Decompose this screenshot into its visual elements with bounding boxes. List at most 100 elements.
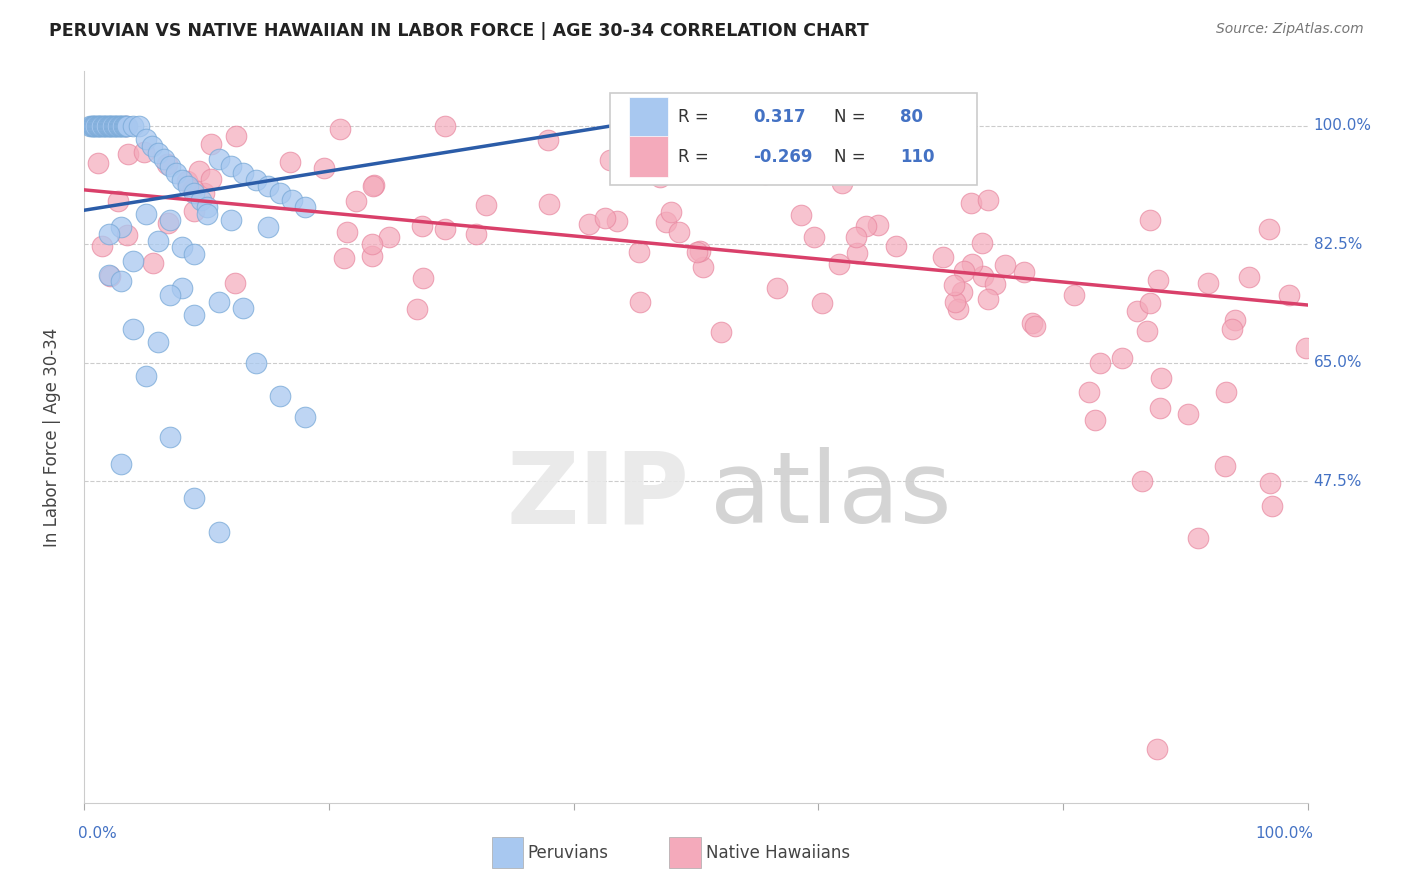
Point	[100, 119, 122, 133]
Point	[89, 119, 111, 133]
Point	[146, 335, 169, 350]
Point	[855, 219, 877, 233]
Point	[269, 186, 291, 201]
Point	[188, 164, 211, 178]
Point	[827, 257, 849, 271]
Point	[628, 295, 651, 310]
Point	[159, 288, 181, 302]
FancyBboxPatch shape	[628, 97, 668, 138]
Point	[994, 258, 1017, 272]
Text: 47.5%: 47.5%	[1313, 474, 1362, 489]
FancyBboxPatch shape	[610, 94, 977, 185]
Point	[655, 215, 678, 229]
Point	[943, 294, 966, 309]
Point	[97, 119, 120, 133]
Point	[1139, 295, 1161, 310]
Point	[245, 172, 267, 186]
Point	[114, 119, 136, 133]
Point	[960, 195, 983, 210]
Point	[104, 119, 127, 133]
Point	[960, 257, 983, 271]
Point	[208, 524, 231, 539]
Point	[475, 197, 498, 211]
Point	[1063, 288, 1085, 302]
Point	[183, 203, 205, 218]
Point	[94, 119, 117, 133]
Text: 100.0%: 100.0%	[1256, 826, 1313, 841]
Point	[176, 174, 198, 188]
Point	[1077, 385, 1099, 400]
Point	[710, 325, 733, 339]
Point	[845, 230, 868, 244]
Text: Peruvians: Peruvians	[527, 844, 609, 862]
Point	[110, 119, 132, 133]
Point	[115, 119, 138, 133]
Point	[329, 122, 352, 136]
Point	[96, 119, 118, 133]
Point	[1197, 277, 1219, 291]
Point	[692, 260, 714, 275]
Point	[984, 277, 1007, 291]
Point	[159, 159, 181, 173]
Point	[948, 302, 970, 317]
Point	[976, 292, 998, 306]
Text: Source: ZipAtlas.com: Source: ZipAtlas.com	[1216, 22, 1364, 37]
Point	[98, 268, 121, 283]
Point	[257, 220, 280, 235]
Point	[1278, 288, 1301, 302]
Point	[1257, 221, 1279, 235]
Point	[183, 308, 205, 322]
Point	[1111, 351, 1133, 365]
Point	[846, 246, 869, 260]
Point	[80, 119, 103, 133]
Point	[269, 389, 291, 403]
Point	[159, 430, 181, 444]
Point	[103, 119, 125, 133]
Point	[884, 239, 907, 253]
Point	[689, 244, 711, 259]
Point	[1021, 316, 1043, 330]
Point	[200, 137, 222, 152]
Point	[232, 166, 254, 180]
Point	[224, 276, 246, 290]
Point	[87, 119, 110, 133]
Point	[87, 156, 110, 170]
Point	[195, 200, 218, 214]
Point	[193, 186, 215, 200]
Point	[766, 281, 789, 295]
Point	[361, 179, 384, 194]
Point	[105, 119, 128, 133]
Point	[606, 214, 628, 228]
Point	[538, 197, 561, 211]
Point	[159, 213, 181, 227]
Point	[86, 119, 108, 133]
Point	[1088, 355, 1111, 369]
Point	[831, 176, 853, 190]
Point	[84, 119, 107, 133]
Point	[281, 193, 304, 207]
Point	[135, 132, 157, 146]
Point	[972, 269, 994, 284]
Point	[183, 186, 205, 201]
Point	[344, 194, 367, 208]
Point	[932, 251, 955, 265]
Point	[464, 227, 486, 242]
Point	[411, 219, 433, 234]
Point	[811, 296, 834, 310]
Point	[110, 457, 132, 471]
Point	[650, 169, 672, 184]
Point	[754, 167, 776, 181]
Point	[1258, 475, 1281, 490]
Point	[977, 193, 1000, 207]
Point	[336, 225, 359, 239]
Point	[172, 281, 194, 295]
Point	[219, 213, 242, 227]
Text: R =: R =	[678, 109, 714, 127]
Point	[668, 225, 690, 239]
Point	[172, 172, 194, 186]
Point	[153, 153, 176, 167]
Point	[659, 204, 682, 219]
Point	[361, 249, 384, 263]
Point	[1239, 270, 1261, 285]
Point	[122, 119, 145, 133]
